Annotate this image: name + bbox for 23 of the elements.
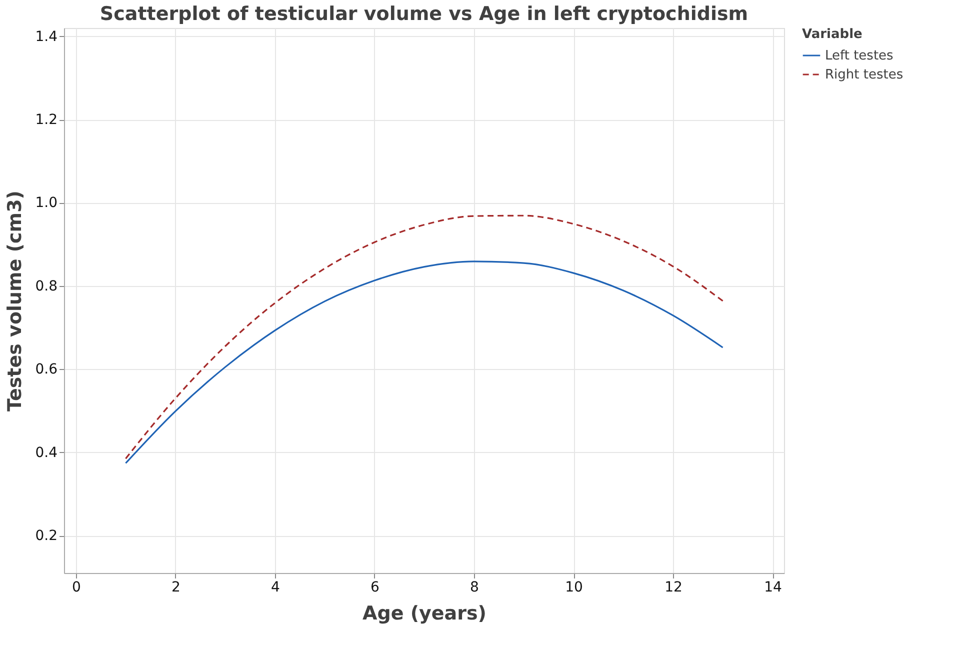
x-axis-title: Age (years) xyxy=(362,602,486,624)
x-tick-label: 0 xyxy=(72,580,81,596)
y-tick-label: 0.8 xyxy=(35,278,58,294)
x-tick-label: 14 xyxy=(764,580,782,596)
y-tick-label: 1.2 xyxy=(35,112,58,128)
legend-label: Left testes xyxy=(825,48,894,64)
line-series xyxy=(124,214,724,460)
y-tick-label: 1.4 xyxy=(35,28,58,45)
x-tick-label: 6 xyxy=(370,580,380,596)
y-tick-label: 0.6 xyxy=(35,362,58,378)
x-tick-label: 8 xyxy=(470,580,479,596)
legend-label: Right testes xyxy=(825,68,904,82)
y-tick-label: 1.0 xyxy=(35,195,58,212)
y-tick-label: 0.2 xyxy=(35,528,58,544)
legend-title: Variable xyxy=(802,27,863,42)
y-tick-label: 0.4 xyxy=(35,444,58,461)
y-axis-title: Testes volume (cm3) xyxy=(4,190,26,412)
line-series xyxy=(124,260,724,464)
x-tick-label: 12 xyxy=(664,580,682,596)
x-tick-label: 2 xyxy=(171,580,180,596)
x-tick-label: 10 xyxy=(565,580,583,596)
x-tick-label: 4 xyxy=(271,580,280,596)
chart-title: Scatterplot of testicular volume vs Age in left cryptochidism xyxy=(100,3,748,25)
